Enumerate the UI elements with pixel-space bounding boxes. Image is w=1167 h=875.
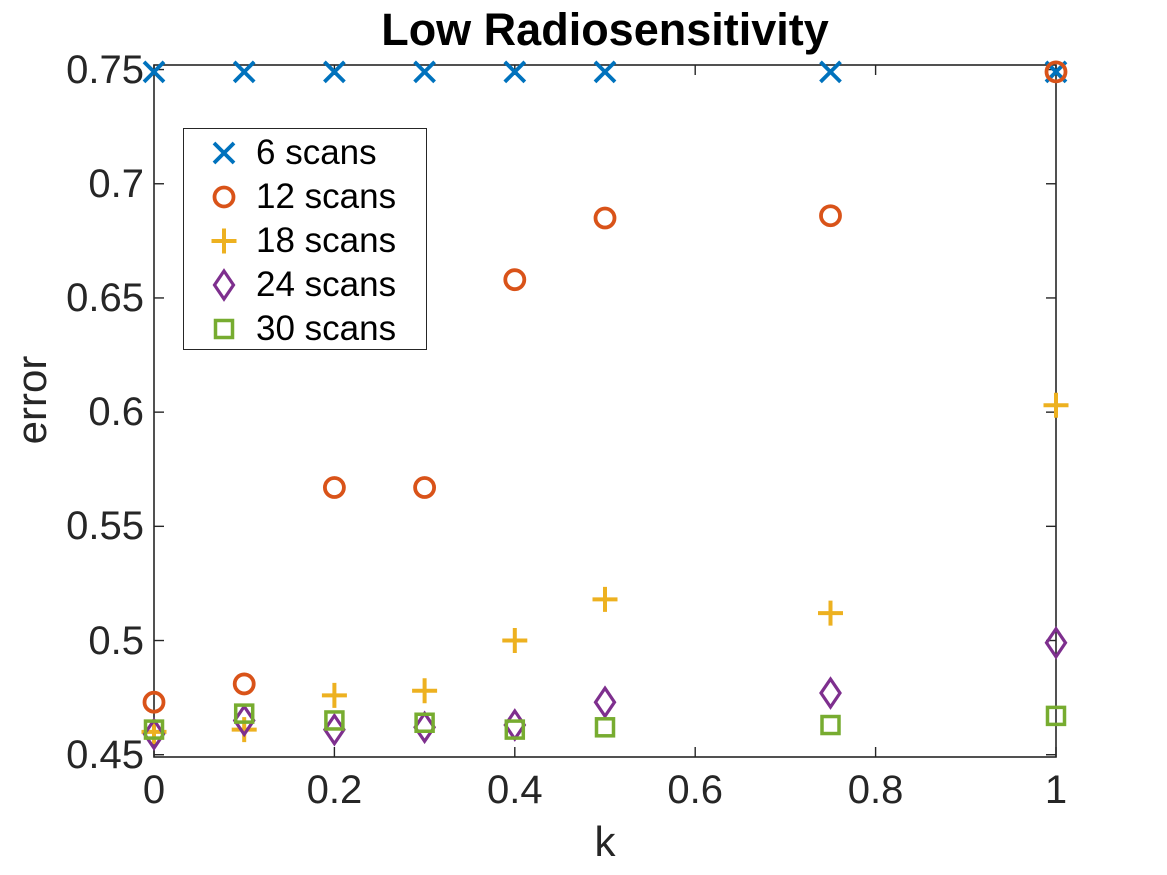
marker [1043, 392, 1069, 418]
series-24-scans [142, 625, 1068, 752]
series-12-scans [142, 60, 1068, 714]
marker [143, 719, 165, 740]
chart-title: Low Radiosensitivity [381, 4, 829, 55]
series-6-scans [142, 60, 1068, 84]
x-tick-label: 0.6 [667, 768, 723, 812]
marker [593, 60, 617, 84]
x-tick-label: 0.8 [847, 768, 904, 812]
legend-label: 30 scans [256, 309, 397, 348]
marker [414, 712, 435, 733]
marker [413, 476, 437, 499]
legend-label: 6 scans [256, 133, 377, 172]
legend-item-24-scans: 24 scans [184, 263, 426, 307]
marker [142, 717, 166, 752]
x-axis-label: k [594, 818, 616, 865]
y-tick-label: 0.6 [88, 390, 144, 435]
x-tick-label: 0.2 [306, 768, 363, 812]
marker [592, 586, 618, 612]
marker [503, 268, 527, 292]
marker [211, 228, 237, 254]
marker [503, 60, 527, 84]
marker [142, 60, 166, 84]
series-30-scans [143, 703, 1067, 740]
marker [322, 712, 346, 747]
marker [324, 710, 345, 731]
legend-label: 12 scans [256, 177, 397, 216]
marker [1044, 625, 1068, 660]
marker [233, 703, 255, 724]
marker [502, 628, 528, 654]
marker [212, 268, 236, 302]
x-tick-label: 1 [1044, 768, 1068, 812]
marker [413, 60, 436, 84]
marker [212, 141, 236, 165]
marker [503, 708, 527, 742]
marker [593, 206, 617, 230]
y-tick-label: 0.5 [88, 618, 144, 663]
marker [593, 685, 617, 720]
legend-item-30-scans: 30 scans [184, 307, 426, 351]
y-tick-label: 0.75 [66, 47, 144, 92]
y-tick-label: 0.65 [66, 275, 144, 320]
marker [504, 719, 526, 740]
marker [232, 60, 256, 84]
marker [820, 714, 841, 736]
marker [413, 710, 437, 745]
marker [412, 678, 438, 704]
marker [819, 676, 842, 710]
legend-item-6-scans: 6 scans [184, 131, 426, 175]
plus-marker-icon [211, 228, 237, 254]
marker [818, 600, 843, 626]
y-tick-label: 0.7 [88, 161, 144, 206]
marker [323, 60, 346, 84]
marker [819, 60, 842, 84]
marker [1044, 60, 1068, 84]
marker [213, 318, 235, 340]
legend-item-12-scans: 12 scans [184, 175, 426, 219]
marker [232, 703, 256, 738]
y-tick-label: 0.45 [66, 732, 144, 777]
legend-label: 18 scans [256, 221, 397, 260]
y-tick-label: 0.55 [66, 504, 144, 549]
circle-marker-icon [212, 185, 236, 209]
marker [594, 717, 616, 738]
diamond-marker-icon [212, 268, 236, 302]
legend: 6 scans 12 scans 18 scans 24 scans 30 scans [183, 128, 427, 350]
marker [321, 682, 347, 708]
marker [212, 185, 236, 209]
x-marker-icon [212, 141, 236, 165]
x-tick-label: 0 [142, 768, 166, 812]
marker [232, 672, 256, 696]
legend-item-18-scans: 18 scans [184, 219, 426, 263]
marker [322, 476, 346, 499]
marker [1045, 705, 1067, 727]
marker [142, 690, 166, 714]
series-18-scans [141, 392, 1069, 745]
legend-label: 24 scans [256, 265, 397, 304]
square-marker-icon [213, 318, 235, 340]
marker [819, 204, 842, 228]
x-tick-label: 0.4 [486, 768, 543, 812]
